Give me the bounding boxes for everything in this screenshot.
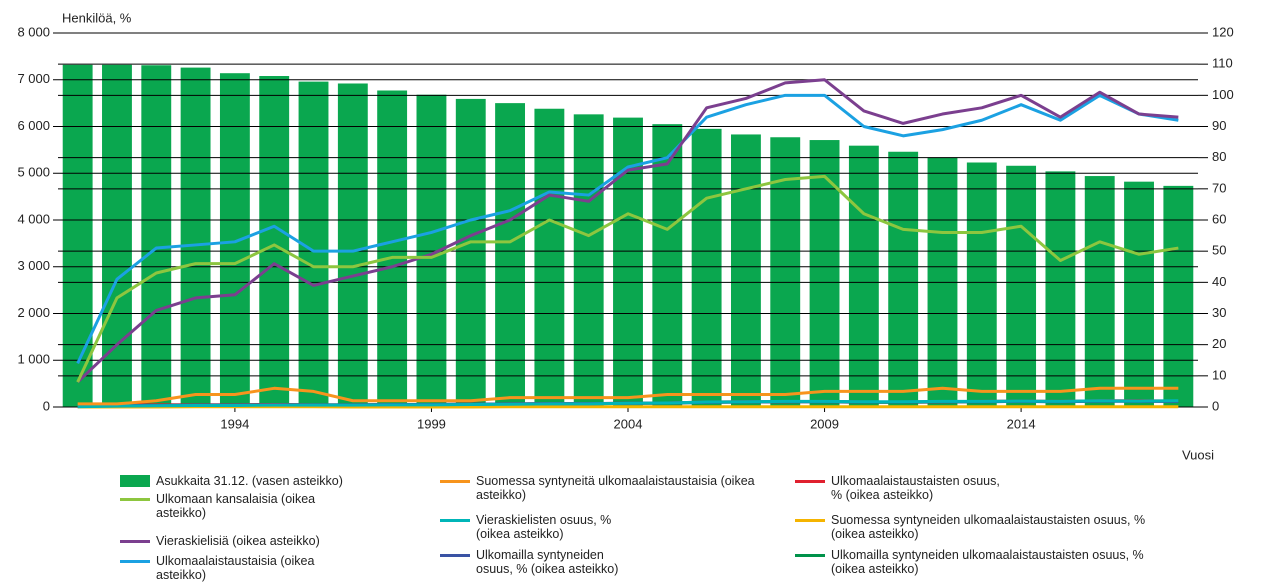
legend-swatch	[120, 475, 150, 487]
x-tick-label: 2014	[1007, 416, 1036, 431]
bar	[377, 90, 408, 407]
legend-label: Ulkomailla syntyneiden osuus, % (oikea a…	[476, 548, 619, 576]
bar	[62, 64, 93, 407]
legend-swatch	[120, 540, 150, 543]
bar	[102, 64, 132, 407]
y2-tick-label: 30	[1212, 305, 1226, 320]
bar	[1045, 171, 1076, 407]
y-tick-label: 7 000	[17, 71, 50, 86]
line-series	[77, 386, 1179, 406]
line-series	[76, 93, 1179, 365]
legend-item: Suomessa syntyneitä ulkomaalaistaustaisi…	[440, 474, 776, 502]
y-tick-label: 0	[43, 398, 50, 413]
legend-item: Suomessa syntyneiden ulkomaalaistaustais…	[795, 513, 1171, 541]
line-series	[77, 399, 1179, 409]
legend-swatch	[795, 519, 825, 522]
legend-swatch	[120, 560, 150, 563]
x-tick-label: 1999	[417, 416, 446, 431]
bar	[888, 151, 919, 407]
y2-tick-label: 120	[1212, 24, 1234, 39]
bar	[691, 128, 722, 407]
bar	[534, 108, 565, 408]
bar	[573, 114, 604, 407]
y2-tick-label: 0	[1212, 398, 1219, 413]
legend-item: Vieraskielisten osuus, % (oikea asteikko…	[440, 513, 636, 541]
bar	[1006, 165, 1037, 407]
legend-item: Ulkomaan kansalaisia (oikea asteikko)	[120, 492, 316, 520]
bar	[1084, 176, 1115, 407]
y2-tick-label: 70	[1212, 180, 1226, 195]
y2-tick-label: 20	[1212, 336, 1226, 351]
legend-item: Asukkaita 31.12. (vasen asteikko)	[120, 474, 343, 488]
y2-tick-label: 80	[1212, 149, 1226, 164]
legend-label: Ulkomaan kansalaisia (oikea asteikko)	[156, 492, 316, 520]
y2-tick-label: 50	[1212, 243, 1226, 258]
y-tick-label: 5 000	[17, 165, 50, 180]
legend-label: Ulkomaalaistaustaisia (oikea asteikko)	[156, 554, 315, 582]
legend-label: Suomessa syntyneitä ulkomaalaistaustaisi…	[476, 474, 755, 502]
line-series	[76, 78, 1179, 384]
legend-swatch	[440, 554, 470, 557]
bar	[809, 140, 840, 407]
y2-tick-label: 110	[1212, 56, 1233, 71]
legend-swatch	[440, 480, 470, 483]
bar	[337, 83, 368, 408]
bar	[1124, 181, 1154, 407]
y-tick-label: 4 000	[17, 211, 50, 226]
legend-swatch	[795, 480, 825, 483]
legend-item: Ulkomaalaistaustaisten osuus, % (oikea a…	[795, 474, 1001, 502]
bar	[730, 134, 761, 407]
y2-tick-label: 90	[1212, 118, 1226, 133]
legend-label: Ulkomailla syntyneiden ulkomaalaistausta…	[831, 548, 1144, 576]
legend-label: Suomessa syntyneiden ulkomaalaistaustais…	[831, 513, 1146, 541]
bar	[495, 103, 526, 407]
legend-label: Asukkaita 31.12. (vasen asteikko)	[156, 474, 343, 488]
bar	[455, 98, 486, 407]
legend-item: Ulkomailla syntyneiden ulkomaalaistausta…	[795, 548, 1171, 576]
bar	[966, 162, 997, 407]
y2-tick-label: 60	[1212, 211, 1226, 226]
y-tick-label: 1 000	[17, 352, 50, 367]
legend-label: Vieraskielisiä (oikea asteikko)	[156, 534, 320, 548]
bar	[613, 117, 643, 408]
legend-item: Ulkomailla syntyneiden osuus, % (oikea a…	[440, 548, 626, 576]
y-tick-label: 3 000	[17, 258, 50, 273]
legend-item: Ulkomaalaistaustaisia (oikea asteikko)	[120, 554, 326, 582]
chart: Henkilöä, % Vuosi 0 1 000 2 000 3 000 4 000 5…	[17, 10, 1234, 462]
legend-swatch	[440, 519, 470, 522]
x-tick-label: 2009	[810, 416, 839, 431]
bar	[1163, 185, 1194, 407]
legend-item: Vieraskielisiä (oikea asteikko)	[120, 534, 320, 548]
y2-tick-label: 40	[1212, 274, 1226, 289]
line-series	[76, 174, 1179, 383]
bar	[141, 65, 172, 407]
bar	[848, 145, 879, 408]
legend-swatch	[795, 554, 825, 557]
legend-label: Vieraskielisten osuus, % (oikea asteikko…	[476, 513, 612, 541]
legend-label: Ulkomaalaistaustaisten osuus, % (oikea a…	[831, 474, 1000, 502]
y-tick-label: 6 000	[17, 118, 50, 133]
y-tick-label: 2 000	[17, 305, 50, 320]
legend-swatch	[120, 498, 150, 501]
y2-tick-label: 100	[1212, 87, 1234, 102]
y2-tick-label: 10	[1212, 367, 1226, 382]
bar	[219, 73, 250, 407]
x-tick-label: 1994	[220, 416, 249, 431]
bar	[259, 76, 290, 407]
y-axis-title: Henkilöä, %	[62, 10, 132, 25]
x-tick-label: 2004	[614, 416, 643, 431]
bar	[180, 67, 211, 407]
x-axis-title: Vuosi	[1182, 447, 1214, 462]
y-tick-label: 8 000	[17, 24, 50, 39]
